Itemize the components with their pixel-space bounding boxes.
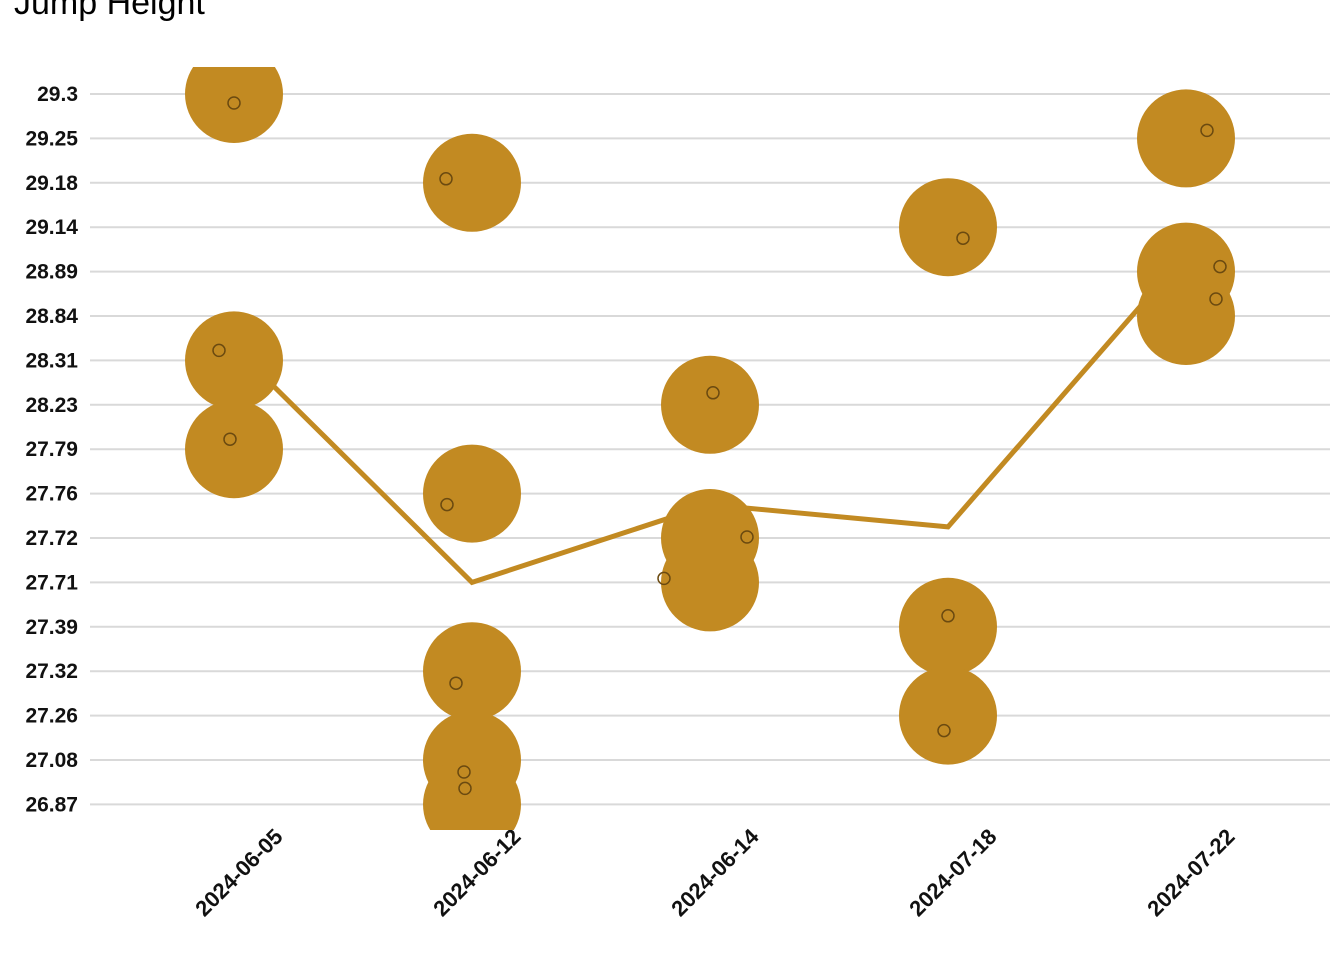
data-point xyxy=(423,444,521,543)
y-tick-label: 27.26 xyxy=(25,705,78,728)
x-tick-label: 2024-06-12 xyxy=(428,824,525,921)
y-tick-label: 29.3 xyxy=(37,83,78,106)
data-point xyxy=(1137,267,1235,365)
jitter-point xyxy=(740,530,754,544)
jitter-point xyxy=(1209,292,1223,306)
data-point xyxy=(423,622,521,721)
y-tick-label: 27.72 xyxy=(25,527,78,550)
x-tick-label: 2024-06-05 xyxy=(190,824,287,921)
data-point xyxy=(899,666,997,765)
jitter-point xyxy=(227,96,241,110)
plot-area xyxy=(185,67,1235,830)
data-point xyxy=(185,400,283,499)
y-tick-label: 27.08 xyxy=(25,749,78,772)
y-tick-label: 29.25 xyxy=(25,127,78,150)
jitter-point xyxy=(457,765,471,779)
data-point xyxy=(185,67,283,143)
data-point xyxy=(423,133,521,232)
jitter-point xyxy=(1200,123,1214,138)
jitter-point xyxy=(706,386,720,400)
data-point xyxy=(1137,89,1235,188)
jitter-point xyxy=(223,432,237,446)
data-point xyxy=(423,755,521,830)
jitter-point xyxy=(1213,259,1227,274)
y-axis: 29.3 29.25 29.18 29.14 28.89 28.84 28.31 28.23 2… xyxy=(25,83,78,816)
y-tick-label: 28.23 xyxy=(25,394,78,417)
y-tick-label: 27.39 xyxy=(25,616,78,639)
jitter-point xyxy=(440,497,454,512)
data-point xyxy=(899,178,997,277)
x-tick-label: 2024-07-18 xyxy=(904,824,1001,921)
jitter-point xyxy=(212,343,226,358)
x-tick-label: 2024-06-14 xyxy=(666,823,764,921)
data-point xyxy=(899,577,997,676)
x-tick-label: 2024-07-22 xyxy=(1142,824,1239,921)
jitter-point xyxy=(449,676,463,690)
jitter-point xyxy=(458,781,472,796)
jitter-point xyxy=(956,231,970,245)
jitter-point xyxy=(937,723,951,738)
data-point xyxy=(661,533,759,632)
y-tick-label: 28.31 xyxy=(25,349,78,372)
y-tick-label: 29.18 xyxy=(25,172,78,195)
y-tick-label: 27.79 xyxy=(25,438,78,461)
y-tick-label: 26.87 xyxy=(25,793,78,816)
y-tick-label: 27.76 xyxy=(25,483,78,506)
chart-title: Jump Height xyxy=(14,0,205,22)
y-tick-label: 29.14 xyxy=(25,216,78,239)
jitter-point xyxy=(941,609,955,623)
data-point xyxy=(185,311,283,410)
jitter-point xyxy=(657,571,671,586)
y-tick-label: 27.32 xyxy=(25,660,78,683)
y-tick-label: 27.71 xyxy=(25,571,78,594)
jitter-point xyxy=(439,172,453,186)
data-point xyxy=(661,355,759,454)
y-tick-label: 28.84 xyxy=(25,305,78,328)
x-axis: 2024-06-05 2024-06-12 2024-06-14 2024-07-18… xyxy=(190,823,1239,921)
y-tick-label: 28.89 xyxy=(25,261,78,284)
